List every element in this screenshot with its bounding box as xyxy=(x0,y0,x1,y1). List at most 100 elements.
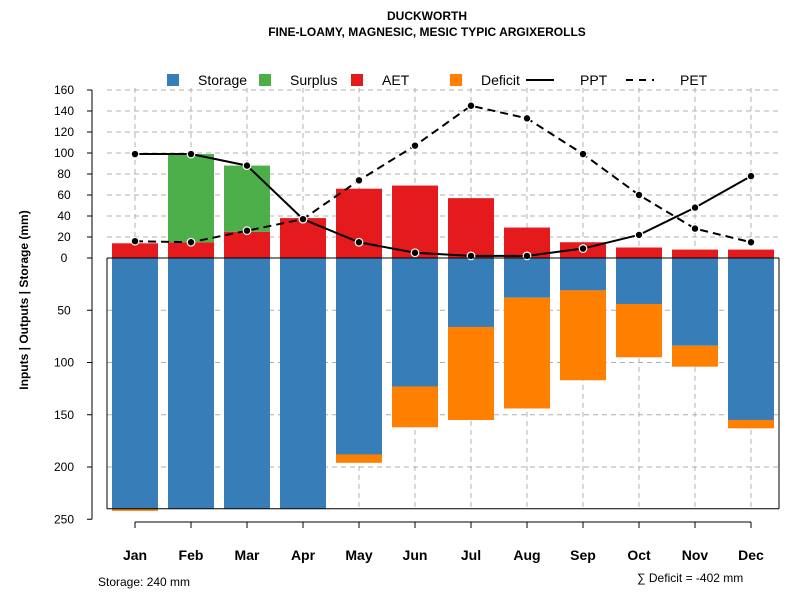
x-tick-label: Feb xyxy=(179,547,204,563)
y-tick-label-upper: 40 xyxy=(57,209,71,223)
y-tick-label-lower: 50 xyxy=(57,303,71,317)
aet-bar xyxy=(280,218,326,258)
pet-point xyxy=(130,236,140,246)
y-tick-label-upper: 120 xyxy=(54,125,74,139)
x-tick-label: Nov xyxy=(682,547,709,563)
aet-bar xyxy=(448,198,494,258)
storage-bar xyxy=(728,258,774,420)
pet-point xyxy=(466,101,476,111)
deficit-bar xyxy=(504,297,550,409)
y-tick-label-upper: 80 xyxy=(57,167,71,181)
deficit-bar xyxy=(728,419,774,429)
storage-bar xyxy=(280,258,326,509)
ppt-point xyxy=(634,230,644,240)
chart-subtitle: FINE-LOAMY, MAGNESIC, MESIC TYPIC ARGIXE… xyxy=(268,25,586,39)
surplus-bar xyxy=(168,154,214,243)
storage-bar xyxy=(168,258,214,509)
ppt-point xyxy=(522,251,532,261)
pet-point xyxy=(298,214,308,224)
storage-bar xyxy=(112,258,158,509)
pet-line xyxy=(134,104,752,244)
pet-point xyxy=(578,149,588,159)
x-tick-label: Dec xyxy=(738,547,764,563)
ppt-point xyxy=(354,237,364,247)
pet-point xyxy=(242,226,252,236)
legend-label-ppt: PPT xyxy=(580,72,608,88)
ppt-point xyxy=(466,251,476,261)
y-tick-label-lower: 200 xyxy=(54,460,74,474)
surplus-bar xyxy=(224,165,270,232)
x-tick-label: Aug xyxy=(513,547,540,563)
pet-point xyxy=(410,141,420,151)
y-tick-label-upper: 60 xyxy=(57,188,71,202)
axes: 0 20 40 60 80 100 120 140 160 50 100 150 200 250 Jan Fe… xyxy=(54,83,780,563)
deficit-bar xyxy=(672,345,718,367)
y-axis-label: Inputs | Outputs | Storage (mm) xyxy=(17,210,31,389)
legend-label-surplus: Surplus xyxy=(290,72,337,88)
y-tick-label-lower: 100 xyxy=(54,356,74,370)
pet-point xyxy=(746,237,756,247)
ppt-point xyxy=(130,149,140,159)
deficit-bar xyxy=(560,290,606,381)
aet-bar xyxy=(168,242,214,258)
x-tick-label: Jul xyxy=(461,547,481,563)
storage-bar xyxy=(224,258,270,509)
x-tick-label: Apr xyxy=(291,547,316,563)
y-tick-label-lower: 150 xyxy=(54,408,74,422)
deficit-bar xyxy=(336,454,382,463)
ppt-line xyxy=(135,153,752,257)
storage-bar xyxy=(392,258,438,387)
legend-label-storage: Storage xyxy=(198,72,247,88)
storage-bar xyxy=(672,258,718,346)
ppt-point xyxy=(410,248,420,258)
y-tick-label-upper: 100 xyxy=(54,146,74,160)
legend: Storage Surplus AET Deficit PPT PET xyxy=(167,72,708,88)
storage-note: Storage: 240 mm xyxy=(98,575,191,589)
aet-bar xyxy=(112,243,158,258)
ppt-point xyxy=(242,161,252,171)
y-tick-label-upper: 20 xyxy=(57,230,71,244)
aet-bar xyxy=(672,249,718,258)
legend-swatch-aet xyxy=(351,74,363,86)
pet-point xyxy=(690,224,700,234)
y-tick-label-upper: 0 xyxy=(61,251,68,265)
x-tick-label: Jun xyxy=(403,547,428,563)
pet-point xyxy=(354,175,364,185)
aet-bar xyxy=(616,247,662,258)
series-lines xyxy=(130,101,756,261)
pet-point xyxy=(522,113,532,123)
storage-bar xyxy=(560,258,606,291)
bars xyxy=(112,154,774,511)
deficit-bar xyxy=(112,508,158,511)
ppt-point xyxy=(746,171,756,181)
legend-label-deficit: Deficit xyxy=(481,72,520,88)
storage-bar xyxy=(336,258,382,455)
legend-swatch-deficit xyxy=(450,74,462,86)
deficit-bar xyxy=(616,303,662,358)
ppt-point xyxy=(578,244,588,253)
legend-swatch-storage xyxy=(167,74,179,86)
ppt-point xyxy=(690,203,700,213)
aet-bar xyxy=(728,249,774,258)
x-tick-label: May xyxy=(345,547,372,563)
x-tick-label: Mar xyxy=(235,547,260,563)
aet-bar xyxy=(336,188,382,258)
legend-label-aet: AET xyxy=(382,72,410,88)
x-tick-label: Jan xyxy=(123,547,147,563)
ppt-point xyxy=(186,149,196,159)
pet-point xyxy=(634,190,644,200)
x-tick-label: Sep xyxy=(570,547,596,563)
y-tick-label-upper: 160 xyxy=(54,83,74,97)
aet-bar xyxy=(224,231,270,258)
x-tick-label: Oct xyxy=(627,547,651,563)
legend-swatch-surplus xyxy=(259,74,271,86)
storage-bar xyxy=(616,258,662,304)
deficit-bar xyxy=(392,386,438,428)
y-tick-label-upper: 140 xyxy=(54,104,74,118)
aet-bar xyxy=(392,185,438,258)
pet-point xyxy=(186,237,196,247)
y-tick-label-lower: 250 xyxy=(54,512,74,526)
deficit-bar xyxy=(448,326,494,420)
legend-label-pet: PET xyxy=(680,72,708,88)
